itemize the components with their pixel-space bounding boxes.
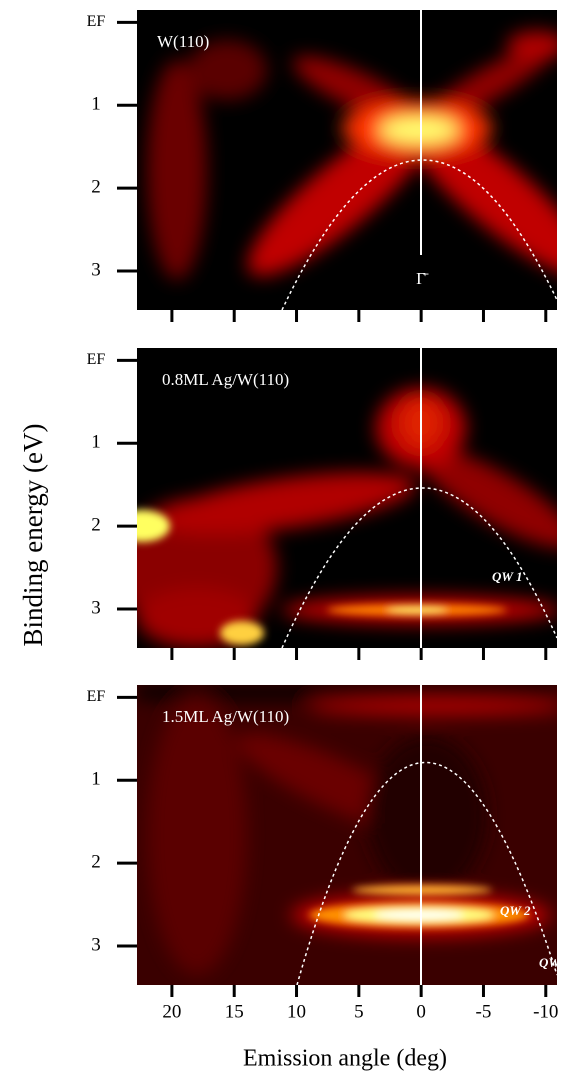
x-axis-label: Emission angle (deg) [243,1046,447,1072]
panel-1 [137,10,565,310]
panel-3 [137,685,565,985]
y-tick-label: EF [87,351,106,368]
y-tick-label: 2 [91,177,101,198]
x-tick-label: 15 [225,1001,244,1022]
annotation: QW 1 [492,569,522,584]
y-tick-label: 2 [91,852,101,873]
x-tick-label: -10 [533,1001,558,1022]
y-tick-label: 2 [91,515,101,536]
x-tick-label: 20 [162,1001,181,1022]
panel-title: W(110) [157,32,209,51]
panel-title: 1.5ML Ag/W(110) [162,707,289,726]
annotation: QW 1 [539,955,565,970]
x-tick-label: -5 [476,1001,492,1022]
panel-title: 0.8ML Ag/W(110) [162,370,289,389]
x-tick-label: 10 [287,1001,306,1022]
panel-2 [114,348,565,648]
y-tick-label: 1 [91,94,101,115]
y-axis-label: Binding energy (eV) [18,424,48,647]
y-tick-label: 3 [91,597,101,618]
figure: W(110)EF123Γ̄Binding energy (eV)0.8ML Ag… [0,0,565,1080]
y-tick-label: EF [87,688,106,705]
y-tick-label: 3 [91,934,101,955]
x-tick-label: 5 [354,1001,364,1022]
annotation: QW 2 [500,903,531,918]
y-tick-label: 3 [91,259,101,280]
y-tick-label: 1 [91,769,101,790]
y-tick-label: EF [87,13,106,30]
y-tick-label: 1 [91,432,101,453]
x-tick-label: 0 [416,1001,426,1022]
